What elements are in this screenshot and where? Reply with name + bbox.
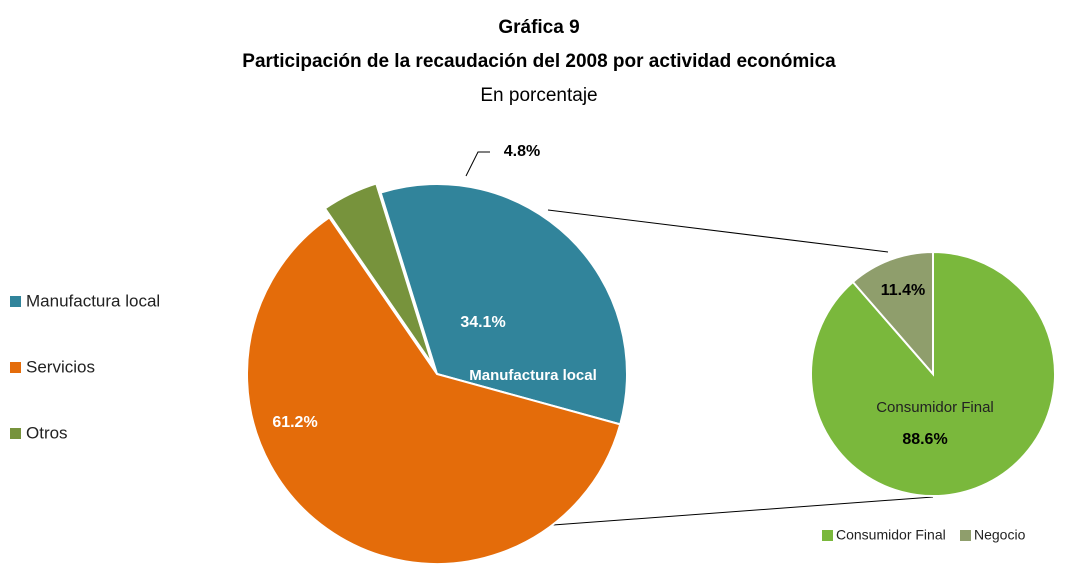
legend-label: Consumidor Final (836, 527, 946, 543)
leader-line (465, 151, 490, 177)
data-label: 61.2% (272, 414, 317, 431)
legend-label: Servicios (26, 357, 95, 376)
data-label: 34.1% (460, 314, 505, 331)
legend-swatch (10, 296, 21, 307)
legend-swatch (10, 362, 21, 373)
chart-subtitle: En porcentaje (480, 85, 597, 106)
legend-label: Negocio (974, 527, 1026, 543)
pie-slice (246, 216, 622, 564)
pie-slice (851, 250, 934, 377)
legend-label: Manufactura local (26, 291, 160, 310)
pie-slice (323, 182, 434, 366)
data-label: 11.4% (881, 282, 925, 299)
legend-swatch (822, 530, 833, 541)
connector-line (552, 496, 934, 526)
chart-title: Gráfica 9 (498, 17, 579, 38)
connector-line (547, 209, 889, 253)
data-label: 4.8% (504, 143, 540, 160)
legend-label: Otros (26, 423, 68, 442)
pie-slice (379, 183, 628, 426)
data-label: 88.6% (902, 431, 947, 448)
category-label: Manufactura local (469, 367, 597, 384)
chart-title: Participación de la recaudación del 2008… (242, 51, 836, 72)
legend-swatch (960, 530, 971, 541)
category-label: Consumidor Final (876, 399, 994, 416)
legend-swatch (10, 428, 21, 439)
